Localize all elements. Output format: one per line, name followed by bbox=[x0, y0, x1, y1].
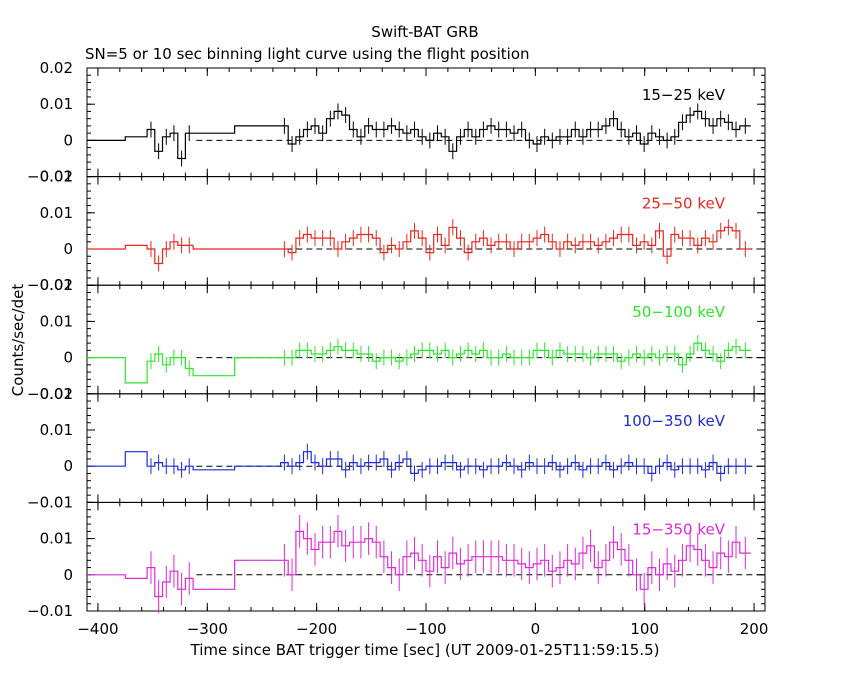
y-tick-label: 0 bbox=[63, 566, 73, 584]
panel-5: −0.01 0 0.01 15−350 keV bbox=[27, 501, 766, 620]
series-line bbox=[87, 451, 751, 474]
y-tick-label: 0.02 bbox=[40, 276, 73, 294]
y-tick-label: −0.01 bbox=[27, 168, 73, 186]
x-tick-label: −400 bbox=[77, 620, 118, 638]
series-label: 50−100 keV bbox=[632, 303, 725, 321]
series-line bbox=[87, 342, 751, 384]
y-tick-label: 0.01 bbox=[40, 530, 73, 548]
x-axis-label: Time since BAT trigger time [sec] (UT 20… bbox=[190, 641, 660, 659]
y-tick-label: 0 bbox=[63, 240, 73, 258]
series-label: 15−25 keV bbox=[642, 86, 726, 104]
y-tick-label: 0.01 bbox=[40, 421, 73, 439]
y-tick-label: 0 bbox=[63, 349, 73, 367]
y-tick-label: 0.02 bbox=[40, 59, 73, 77]
series-line bbox=[87, 110, 751, 160]
panel-2: −0.01 0 0.01 0.02 25−50 keV bbox=[27, 168, 766, 294]
x-tick-label: 100 bbox=[630, 620, 659, 638]
y-tick-label: 0 bbox=[63, 131, 73, 149]
panel-frame bbox=[86, 393, 766, 503]
x-tick-label: −100 bbox=[405, 620, 446, 638]
x-tick-label: 200 bbox=[740, 620, 769, 638]
panel-frame bbox=[86, 284, 766, 395]
series-line bbox=[87, 226, 751, 265]
panel-frame bbox=[86, 501, 766, 612]
series-label: 100−350 keV bbox=[623, 412, 726, 430]
chart-subtitle: SN=5 or 10 sec binning light curve using… bbox=[85, 45, 530, 63]
series-line bbox=[87, 530, 751, 598]
y-axis-label: Counts/sec/det bbox=[9, 284, 27, 397]
y-tick-label: −0.01 bbox=[27, 276, 73, 294]
y-tick-label: 0.01 bbox=[40, 204, 73, 222]
x-tick-label: 0 bbox=[531, 620, 541, 638]
x-tick-label: −200 bbox=[296, 620, 337, 638]
y-tick-label: 0 bbox=[63, 457, 73, 475]
y-tick-label: 0.02 bbox=[40, 168, 73, 186]
panel-4: −0.01 0 0.01 0.02 100−350 keV bbox=[27, 385, 766, 511]
y-tick-label: 0.02 bbox=[40, 385, 73, 403]
y-tick-label: −0.01 bbox=[27, 493, 73, 511]
chart-title: Swift-BAT GRB bbox=[371, 23, 478, 41]
panel-3: −0.01 0 0.01 0.02 50−100 keV bbox=[27, 276, 766, 403]
y-tick-label: 0.01 bbox=[40, 95, 73, 113]
panel-1: −0.01 0 0.01 0.02 15−25 keV bbox=[27, 59, 766, 186]
panel-frame bbox=[86, 67, 766, 178]
series-label: 15−350 keV bbox=[632, 520, 725, 538]
panels-group: −0.01 0 0.01 0.02 15−25 keV −0.01 0 0.01 0.02 25−… bbox=[27, 59, 768, 638]
y-tick-label: 0.01 bbox=[40, 312, 73, 330]
y-tick-label: −0.01 bbox=[27, 385, 73, 403]
y-tick-label: −0.01 bbox=[27, 602, 73, 620]
x-tick-label: −300 bbox=[187, 620, 228, 638]
series-label: 25−50 keV bbox=[642, 195, 726, 213]
